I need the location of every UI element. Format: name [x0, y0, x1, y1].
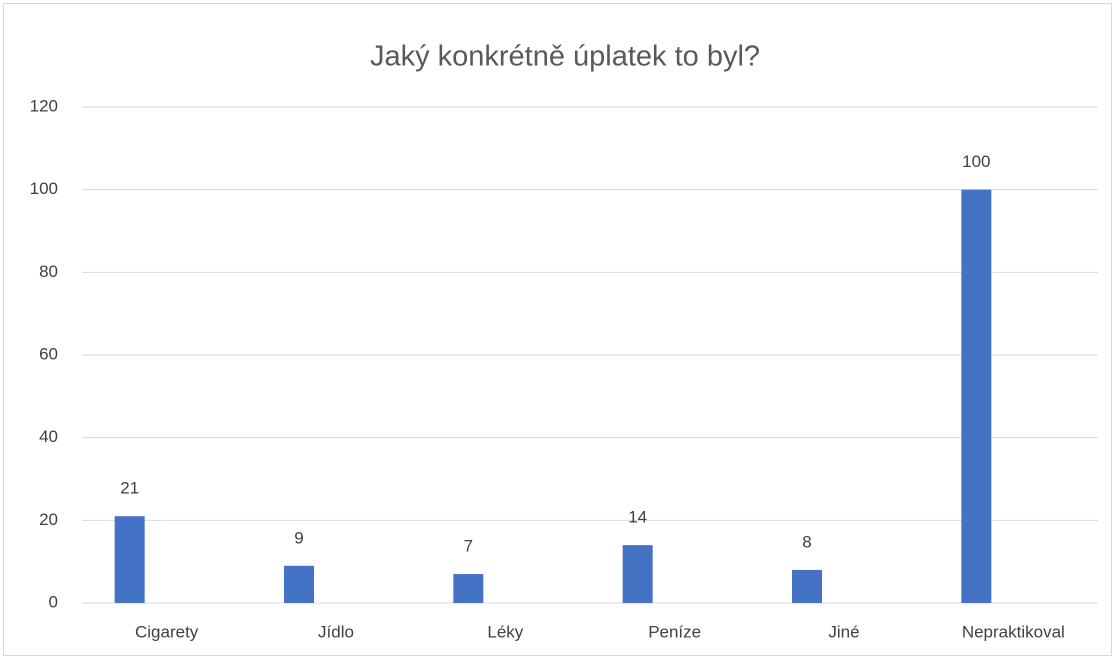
y-tick-label: 60	[39, 344, 58, 363]
chart-title: Jaký konkrétně úplatek to byl?	[370, 41, 760, 73]
y-tick-label: 40	[39, 427, 58, 446]
data-label: 9	[294, 528, 303, 547]
bar	[284, 565, 314, 603]
chart-border	[3, 3, 1112, 656]
y-tick-label: 100	[30, 179, 58, 198]
bar	[453, 574, 484, 603]
y-tick-label: 80	[39, 262, 58, 281]
x-tick-label: Peníze	[648, 622, 701, 641]
x-tick-label: Léky	[487, 622, 523, 641]
x-tick-label: Jiné	[828, 622, 859, 641]
x-tick-label: Jídlo	[318, 622, 354, 641]
x-tick-label: Nepraktikoval	[962, 622, 1065, 641]
x-tick-label: Cigarety	[135, 622, 199, 641]
y-tick-label: 120	[30, 96, 58, 115]
data-label: 100	[962, 152, 990, 171]
data-label: 21	[120, 479, 139, 498]
data-label: 14	[628, 508, 647, 527]
bar	[792, 569, 822, 603]
bar	[114, 516, 145, 603]
data-label: 7	[464, 537, 473, 556]
y-tick-label: 20	[39, 510, 58, 529]
bar	[961, 189, 992, 603]
y-tick-label: 0	[49, 592, 58, 611]
bar	[622, 545, 653, 603]
data-label: 8	[802, 532, 811, 551]
